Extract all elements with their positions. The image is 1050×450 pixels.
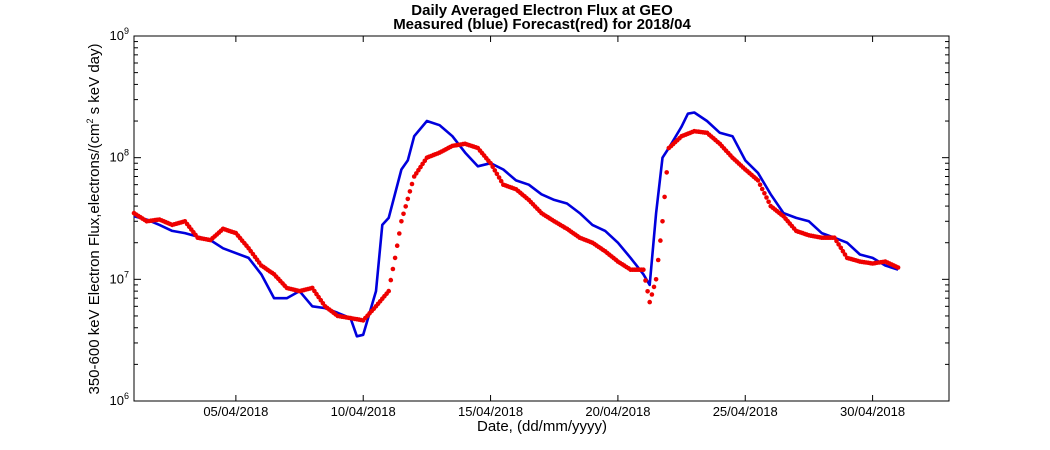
x-tick-label: 25/04/2018	[713, 404, 778, 419]
forecast-point	[394, 243, 400, 248]
x-axis-label: Date, (dd/mm/yyyy)	[477, 418, 607, 435]
x-tick-label: 20/04/2018	[585, 404, 650, 419]
forecast-point	[660, 219, 665, 224]
y-axis-label-exponent: 2	[85, 119, 95, 124]
forecast-point	[488, 160, 493, 166]
forecast-point	[386, 288, 392, 294]
forecast-point	[766, 199, 771, 205]
forecast-point	[492, 168, 498, 173]
plot-area-frame	[133, 35, 950, 402]
chart-title: Daily Averaged Electron Flux at GEO	[411, 2, 673, 19]
x-tick-label: 10/04/2018	[331, 404, 396, 419]
forecast-point	[649, 292, 655, 297]
forecast-point	[653, 277, 659, 282]
y-tick-label: 108	[110, 148, 129, 165]
y-axis-ticks: 106 107 108 109	[110, 26, 949, 408]
forecast-point	[390, 266, 396, 272]
forecast-point	[832, 235, 837, 240]
forecast-point	[840, 248, 846, 254]
forecast-point	[392, 255, 398, 261]
x-axis-ticks: 05/04/2018 10/04/2018 15/04/2018 20/04/2018…	[203, 36, 905, 419]
y-axis-label-suffix: s keV day)	[86, 43, 103, 118]
forecast-point	[494, 171, 500, 177]
forecast-point	[836, 242, 841, 247]
forecast-point	[409, 181, 415, 187]
forecast-point	[645, 289, 650, 294]
forecast-point	[403, 204, 409, 209]
forecast-point	[764, 195, 769, 200]
x-tick-label: 15/04/2018	[458, 404, 523, 419]
forecast-point	[755, 178, 761, 183]
forecast-point	[397, 231, 402, 236]
chart-subtitle: Measured (blue) Forecast(red) for 2018/0…	[393, 16, 691, 33]
measured-flux-line	[133, 111, 899, 338]
forecast-point	[643, 278, 648, 283]
forecast-point	[757, 182, 763, 187]
forecast-point	[664, 170, 669, 175]
forecast-point	[662, 194, 667, 200]
forecast-point	[388, 277, 394, 283]
forecast-point	[490, 164, 496, 170]
forecast-point	[658, 238, 663, 243]
forecast-point	[647, 299, 652, 305]
y-axis-label: 350-600 keV Electron Flux,electrons/(cm2…	[85, 43, 103, 394]
forecast-point	[496, 175, 502, 180]
forecast-point	[842, 252, 848, 257]
forecast-point	[498, 178, 504, 184]
y-tick-label: 109	[110, 26, 129, 43]
forecast-point	[641, 267, 646, 273]
forecast-point	[655, 257, 661, 263]
series-layer	[131, 111, 901, 338]
forecast-point	[399, 219, 404, 224]
forecast-point	[895, 265, 901, 270]
forecast-point	[407, 189, 413, 194]
y-axis-label-prefix: 350-600 keV Electron Flux,electrons/(cm	[86, 124, 103, 395]
x-tick-label: 05/04/2018	[203, 404, 268, 419]
forecast-point	[834, 238, 839, 244]
forecast-point	[401, 211, 406, 217]
x-tick-label: 30/04/2018	[840, 404, 905, 419]
y-tick-label: 107	[110, 269, 129, 286]
forecast-point	[759, 186, 765, 192]
forecast-flux-dots	[131, 128, 901, 323]
forecast-point	[838, 245, 844, 251]
forecast-point	[405, 196, 411, 202]
forecast-point	[651, 284, 657, 290]
y-tick-label: 106	[110, 391, 129, 408]
forecast-point	[762, 191, 767, 196]
